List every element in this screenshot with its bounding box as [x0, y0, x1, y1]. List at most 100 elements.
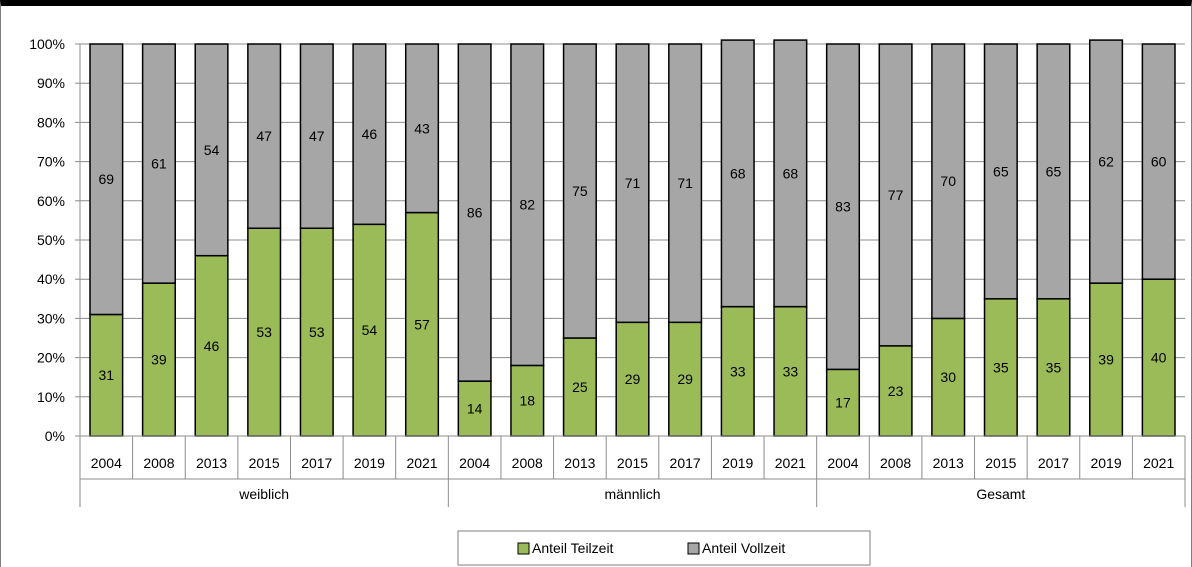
- x-tick-label: 2017: [301, 455, 332, 471]
- x-tick-label: 2013: [564, 455, 595, 471]
- x-tick-label: 2015: [617, 455, 648, 471]
- y-tick-label: 50%: [37, 232, 65, 248]
- x-tick-label: 2017: [1038, 455, 1069, 471]
- data-label-vollzeit: 47: [309, 128, 325, 144]
- data-label-vollzeit: 60: [1151, 154, 1167, 170]
- data-label-vollzeit: 47: [256, 128, 272, 144]
- data-label-vollzeit: 70: [940, 173, 956, 189]
- data-label-vollzeit: 71: [677, 175, 693, 191]
- data-label-teilzeit: 35: [1046, 359, 1062, 375]
- data-label-teilzeit: 57: [414, 316, 430, 332]
- bar-vollzeit: [615, 43, 650, 324]
- x-tick-label: 2008: [512, 455, 543, 471]
- data-label-teilzeit: 25: [572, 379, 588, 395]
- bar-vollzeit: [878, 43, 913, 347]
- data-label-vollzeit: 77: [888, 187, 904, 203]
- x-tick-label: 2013: [933, 455, 964, 471]
- data-label-teilzeit: 18: [519, 393, 535, 409]
- x-tick-label: 2004: [91, 455, 122, 471]
- bar-vollzeit: [1036, 43, 1071, 300]
- bar-teilzeit: [89, 313, 124, 437]
- bar-teilzeit: [299, 227, 334, 437]
- x-tick-label: 2004: [827, 455, 858, 471]
- data-label-teilzeit: 17: [835, 395, 851, 411]
- data-label-teilzeit: 39: [1098, 352, 1114, 368]
- data-label-teilzeit: 46: [204, 338, 220, 354]
- group-label: weiblich: [238, 486, 289, 502]
- bars: 31 69 39 61 46 54 53 47 53 47 54 46 57 43 14 86 18 82 25 75…: [89, 39, 1176, 437]
- data-label-teilzeit: 30: [940, 369, 956, 385]
- bar-vollzeit: [773, 39, 808, 308]
- legend: Anteil Teilzeit Anteil Vollzeit: [457, 530, 871, 566]
- bar-teilzeit: [562, 337, 597, 437]
- data-label-teilzeit: 35: [993, 359, 1009, 375]
- data-label-teilzeit: 33: [783, 363, 799, 379]
- bar-vollzeit: [299, 43, 334, 229]
- y-tick-label: 80%: [37, 114, 65, 130]
- y-tick-label: 70%: [37, 154, 65, 170]
- y-tick-label: 20%: [37, 350, 65, 366]
- x-tick-label: 2017: [670, 455, 701, 471]
- bar-teilzeit: [510, 364, 545, 437]
- y-tick-label: 10%: [37, 389, 65, 405]
- bar-vollzeit: [89, 43, 124, 316]
- data-label-teilzeit: 23: [888, 383, 904, 399]
- bar-vollzeit: [825, 43, 861, 371]
- bar-vollzeit: [194, 43, 229, 257]
- bar-teilzeit: [1089, 282, 1124, 437]
- legend-label-teilzeit: Anteil Teilzeit: [532, 540, 614, 556]
- data-label-vollzeit: 61: [151, 156, 167, 172]
- x-tick-label: 2015: [985, 455, 1016, 471]
- bar-teilzeit: [1141, 278, 1176, 437]
- group-label: männlich: [604, 486, 660, 502]
- group-label: Gesamt: [976, 486, 1025, 502]
- bar-teilzeit: [931, 317, 966, 437]
- data-label-teilzeit: 29: [677, 371, 693, 387]
- bar-vollzeit: [562, 43, 597, 339]
- y-tick-label: 0%: [45, 428, 65, 444]
- data-label-teilzeit: 53: [309, 324, 325, 340]
- y-tick-label: 30%: [37, 310, 65, 326]
- y-tick-label: 40%: [37, 271, 65, 287]
- x-tick-label: 2021: [1143, 455, 1174, 471]
- bar-teilzeit: [720, 305, 755, 437]
- bar-vollzeit: [404, 43, 440, 214]
- x-tick-label: 2004: [459, 455, 490, 471]
- data-label-vollzeit: 65: [1046, 163, 1062, 179]
- y-axis: 0% 10% 20% 30% 40% 50% 60% 70% 80% 90% 100%: [29, 36, 81, 444]
- data-label-teilzeit: 40: [1151, 350, 1167, 366]
- x-tick-label: 2015: [249, 455, 280, 471]
- bar-vollzeit: [247, 43, 282, 229]
- y-tick-label: 60%: [37, 193, 65, 209]
- data-label-teilzeit: 54: [362, 322, 378, 338]
- data-label-teilzeit: 33: [730, 363, 746, 379]
- bar-vollzeit: [668, 43, 703, 324]
- x-tick-label: 2019: [1090, 455, 1121, 471]
- bar-vollzeit: [1089, 39, 1124, 284]
- x-axis: 2004 2008 2013 2015 2017 2019 2021 2004 2008 2013…: [79, 435, 1186, 507]
- data-label-vollzeit: 82: [519, 197, 535, 213]
- data-label-vollzeit: 43: [414, 120, 430, 136]
- data-label-vollzeit: 75: [572, 183, 588, 199]
- data-label-teilzeit: 31: [99, 367, 115, 383]
- bar-teilzeit: [247, 227, 282, 437]
- legend-label-vollzeit: Anteil Vollzeit: [702, 540, 785, 556]
- bar-vollzeit: [983, 43, 1018, 300]
- x-tick-label: 2019: [722, 455, 753, 471]
- x-tick-label: 2008: [143, 455, 174, 471]
- data-label-teilzeit: 14: [467, 401, 483, 417]
- legend-swatch-vollzeit: [687, 542, 700, 555]
- bar-vollzeit: [931, 43, 966, 320]
- data-label-vollzeit: 62: [1098, 154, 1114, 170]
- bar-vollzeit: [141, 43, 176, 284]
- x-tick-label: 2008: [880, 455, 911, 471]
- data-label-vollzeit: 83: [835, 199, 851, 215]
- data-label-teilzeit: 29: [625, 371, 641, 387]
- legend-swatch-teilzeit: [517, 542, 530, 555]
- bar-vollzeit: [720, 39, 755, 308]
- bar-vollzeit: [510, 43, 545, 367]
- data-label-teilzeit: 53: [256, 324, 272, 340]
- data-label-vollzeit: 54: [204, 142, 220, 158]
- y-tick-label: 90%: [37, 75, 65, 91]
